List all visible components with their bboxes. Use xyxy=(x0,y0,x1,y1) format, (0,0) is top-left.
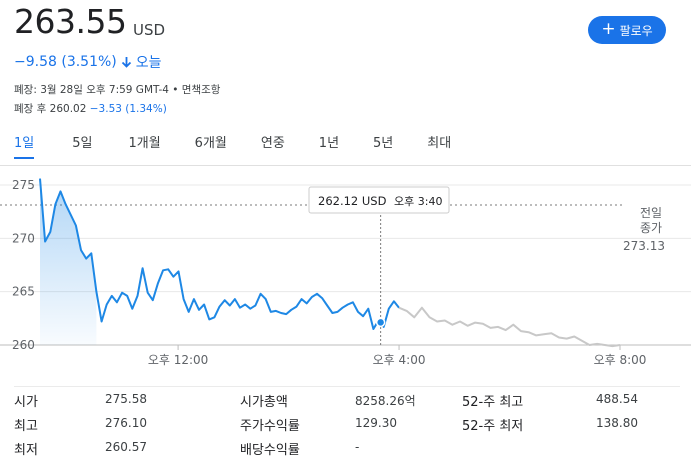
stock-price: 263.55 xyxy=(14,2,127,41)
stat-value-pe-ratio: 129.30 xyxy=(355,416,397,430)
tooltip-price: 262.12 USD xyxy=(318,194,387,208)
prev-close-label-1: 전일 xyxy=(640,206,662,220)
stat-value-low: 260.57 xyxy=(105,440,147,454)
arrow-down-icon xyxy=(121,57,131,68)
currency-label: USD xyxy=(133,21,166,39)
price-change-period: 오늘 xyxy=(135,55,162,71)
stat-label-52w-high: 52-주 최고 xyxy=(462,395,524,410)
stat-label-low: 최저 xyxy=(14,443,38,458)
tab-1d[interactable]: 1일 xyxy=(14,132,35,159)
price-change-value: −9.58 (3.51%) xyxy=(14,54,117,70)
tabs-divider xyxy=(0,165,691,166)
follow-button-label: 팔로우 xyxy=(619,23,653,38)
tab-max[interactable]: 최대 xyxy=(427,136,452,151)
follow-button[interactable]: + 팔로우 xyxy=(588,16,666,44)
tab-6m[interactable]: 6개월 xyxy=(194,136,227,151)
stat-label-high: 최고 xyxy=(14,419,38,434)
range-tabs: 1일 5일 1개월 6개월 연중 1년 5년 최대 xyxy=(14,132,451,159)
stat-value-market-cap: 8258.26억 xyxy=(355,394,416,408)
stat-value-dividend-yield: - xyxy=(355,440,360,454)
after-hours-change: −3.53 (1.34%) xyxy=(89,103,167,115)
stat-value-open: 275.58 xyxy=(105,392,147,406)
stat-value-high: 276.10 xyxy=(105,416,147,430)
stat-label-dividend-yield: 배당수익률 xyxy=(240,443,300,458)
stats-divider xyxy=(14,386,680,387)
after-hours-price: 260.02 xyxy=(49,103,87,115)
price-series-line xyxy=(39,178,400,330)
tooltip-time: 오후 3:40 xyxy=(394,195,442,208)
y-tick-label: 270 xyxy=(12,231,35,245)
prev-close-value: 273.13 xyxy=(623,239,665,253)
tab-5d[interactable]: 5일 xyxy=(72,136,93,151)
after-hours-info: 폐장 후 260.02 −3.53 (1.34%) xyxy=(14,101,167,116)
tab-1y[interactable]: 1년 xyxy=(318,136,340,151)
stat-label-52w-low: 52-주 최저 xyxy=(462,419,524,434)
hover-point xyxy=(375,317,386,328)
tab-ytd[interactable]: 연중 xyxy=(260,136,285,151)
prev-close-label-2: 종가 xyxy=(640,221,662,235)
previous-close-label: 전일 종가 273.13 xyxy=(623,206,665,253)
price-change: −9.58 (3.51%) 오늘 xyxy=(14,52,162,72)
tab-5y[interactable]: 5년 xyxy=(373,136,394,151)
price-chart[interactable]: 275 270 265 260 오후 12:00 오후 4:00 오후 8:00 262.… xyxy=(0,170,691,370)
chart-tooltip: 262.12 USD 오후 3:40 xyxy=(308,186,450,214)
stat-value-52w-low: 138.80 xyxy=(596,416,638,430)
stat-label-open: 시가 xyxy=(14,395,38,410)
x-tick-label: 오후 4:00 xyxy=(373,353,426,367)
price-area-fill xyxy=(40,178,97,345)
stat-label-market-cap: 시가총액 xyxy=(240,395,288,410)
tab-1m[interactable]: 1개월 xyxy=(128,136,161,151)
stat-value-52w-high: 488.54 xyxy=(596,392,638,406)
stat-label-pe-ratio: 주가수익률 xyxy=(240,419,300,434)
after-hours-label: 폐장 후 xyxy=(14,103,50,115)
x-tick-label: 오후 8:00 xyxy=(594,353,647,367)
plus-icon: + xyxy=(601,18,616,39)
after-hours-series-line xyxy=(398,306,621,348)
y-tick-label: 265 xyxy=(12,285,35,299)
y-tick-label: 275 xyxy=(12,178,35,192)
y-tick-label: 260 xyxy=(12,338,35,352)
x-tick-label: 오후 12:00 xyxy=(148,353,208,367)
close-info: 폐장: 3월 28일 오후 7:59 GMT-4 • 면책조항 xyxy=(14,84,221,96)
